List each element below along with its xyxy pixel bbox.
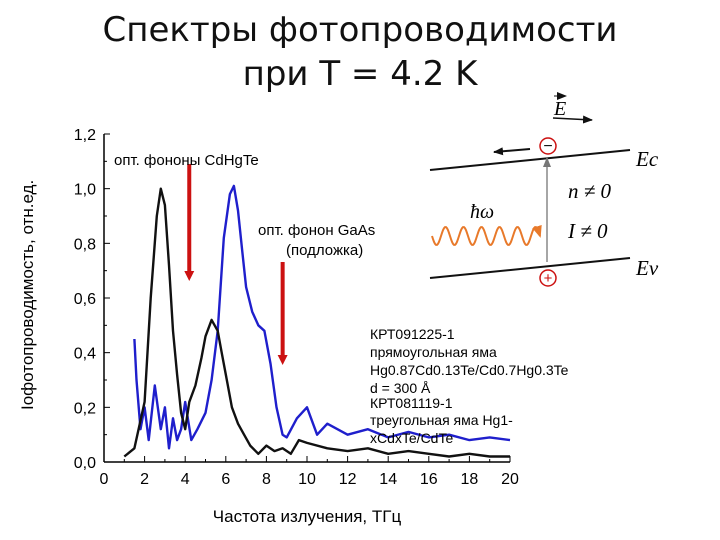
x-tick-label: 6	[221, 471, 230, 488]
legend-s1-line-2: прямоугольная яма	[370, 344, 497, 360]
electron-sign: −	[543, 138, 552, 155]
n-label: n ≠ 0	[568, 179, 612, 203]
legend-s2-line-1: КРТ081119-1	[370, 395, 453, 411]
field-label: E	[553, 98, 566, 120]
series-line-1	[133, 184, 511, 450]
x-tick-label: 10	[298, 471, 316, 488]
x-tick-label: 8	[262, 471, 271, 488]
y-tick-label: 0,4	[74, 346, 96, 363]
plot-area: 0 2 4 6 8 10 12 14 16 18 20 0,0 0,2 0,4 0,6 0,8 1,0 1,2 Ча…	[74, 127, 519, 526]
x-tick-label: 12	[339, 471, 357, 488]
hole-circle	[539, 269, 557, 287]
ev-label: Ev	[635, 256, 659, 280]
x-axis-label: Частота излучения, ТГц	[213, 507, 402, 526]
legend-s1-formula: Hg0.87Cd0.13Te/Cd0.7Hg0.3Te	[370, 362, 569, 378]
x-tick-label: 4	[181, 471, 190, 488]
field-arrow-right	[552, 115, 593, 124]
electron-arrow-left	[493, 147, 531, 156]
band-diagram-inset: − + E Ec Ev n ≠ 0 I ≠ 0 ħω	[429, 92, 659, 287]
y-axis-label: Iофотопроводимость, отн.ед.	[18, 179, 37, 410]
y-tick-label: 1,2	[74, 127, 96, 144]
photon-wave	[431, 224, 542, 246]
conduction-band-line	[429, 149, 631, 171]
hole-sign: +	[544, 270, 553, 287]
legend-s1-width: d = 300 Å	[370, 380, 431, 396]
y-tick-label: 0,2	[74, 400, 96, 417]
page-title-line-2: при T = 4.2 K	[242, 54, 478, 94]
electron-circle	[539, 137, 557, 155]
x-tick-label: 18	[461, 471, 479, 488]
x-tick-label: 14	[379, 471, 397, 488]
legend-s2-line-2: треугольная яма Hg1-	[370, 412, 513, 428]
y-tick-label: 0,6	[74, 291, 96, 308]
hw-label: ħω	[470, 201, 494, 223]
phonon-gaas-sub-label: (подложка)	[286, 242, 364, 259]
legend-s2-formula: xCdxTe/CdTe	[370, 430, 454, 446]
legend-s1-line-1: КРТ091225-1	[370, 326, 455, 342]
y-tick-label: 1,0	[74, 182, 96, 199]
x-tick-label: 0	[100, 471, 109, 488]
x-tick-label: 16	[420, 471, 438, 488]
ec-label: Ec	[635, 147, 659, 171]
x-tick-label: 20	[501, 471, 519, 488]
y-tick-label: 0,8	[74, 236, 96, 253]
valence-band-line	[429, 257, 631, 279]
phonon-cdhgte-label: опт. фононы CdHgTe	[114, 152, 259, 169]
page-title-line-1: Спектры фотопроводимости	[102, 10, 618, 50]
phonon-gaas-label: опт. фонон GaAs	[258, 222, 376, 239]
series-line-2	[123, 187, 510, 458]
i-label: I ≠ 0	[567, 219, 608, 243]
x-tick-label: 2	[140, 471, 149, 488]
y-tick-label: 0,0	[74, 455, 96, 472]
